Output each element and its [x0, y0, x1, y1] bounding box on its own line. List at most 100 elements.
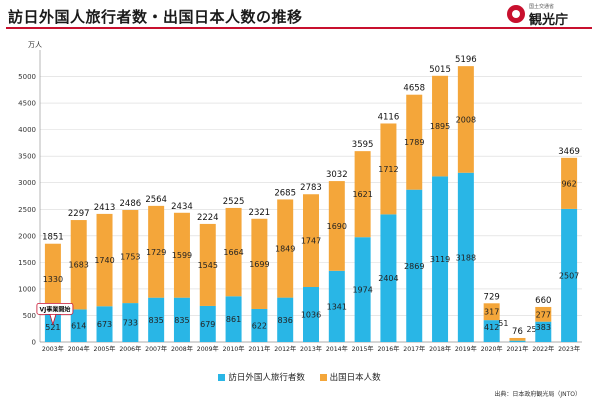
bar-outbound — [380, 123, 397, 215]
bar-outbound — [535, 306, 552, 322]
x-tick-label: 2005年 — [94, 345, 116, 353]
logo-agency-text: 観光庁 — [529, 13, 569, 28]
bar-outbound — [96, 213, 113, 307]
x-tick-label: 2009年 — [197, 345, 219, 353]
outbound-value-label: 1740 — [94, 256, 114, 265]
inbound-value-label: 3119 — [430, 255, 450, 264]
bar-inbound — [561, 208, 578, 342]
x-tick-label: 2016年 — [377, 345, 399, 353]
y-tick-label: 2000 — [18, 232, 36, 240]
outbound-value-label: 1699 — [249, 260, 269, 269]
outbound-value-label: 1849 — [275, 245, 295, 254]
total-label: 2685 — [274, 188, 296, 198]
inbound-value-label: 412 — [484, 323, 499, 332]
inbound-value-label: 383 — [536, 323, 551, 332]
y-tick-label: 4000 — [18, 126, 36, 134]
x-tick-label: 2018年 — [429, 345, 451, 353]
outbound-value-label: 1712 — [378, 165, 398, 174]
total-label: 2486 — [120, 199, 142, 209]
y-tick-label: 4500 — [18, 100, 36, 108]
y-tick-label: 0 — [32, 339, 36, 347]
total-label: 5015 — [429, 65, 451, 75]
outbound-value-label: 277 — [536, 310, 551, 319]
total-label: 2413 — [94, 203, 116, 213]
annotation-text: VJ事業開始 — [39, 305, 70, 313]
total-label: 3595 — [352, 140, 374, 150]
bar-outbound — [457, 66, 474, 173]
bar-inbound — [432, 176, 449, 342]
emblem-icon — [507, 5, 525, 23]
x-tick-label: 2017年 — [403, 345, 425, 353]
outbound-value-label: 317 — [484, 308, 499, 317]
bar-outbound — [225, 207, 242, 297]
outbound-value-label: 1621 — [352, 190, 372, 199]
inbound-value-label: 679 — [200, 320, 215, 329]
bar-inbound — [70, 309, 87, 342]
outbound-value-label: 1545 — [198, 261, 218, 270]
bar-outbound — [303, 194, 319, 287]
bar-inbound — [509, 340, 526, 342]
bar-outbound — [277, 199, 294, 298]
bar-inbound — [303, 286, 319, 342]
total-label: 2525 — [223, 197, 245, 207]
outbound-value-label: 1690 — [327, 222, 347, 231]
inbound-value-label: 521 — [45, 323, 60, 332]
legend-swatch-inbound — [218, 374, 226, 381]
inbound-value-label: 673 — [97, 320, 112, 329]
inbound-value-label: 835 — [174, 316, 189, 325]
bar-inbound — [251, 308, 268, 342]
inbound-value-label: 1036 — [301, 310, 321, 319]
bar-outbound — [70, 220, 87, 310]
outbound-value-label: 2008 — [456, 115, 476, 124]
x-tick-label: 2020年 — [481, 345, 503, 353]
x-tick-label: 2004年 — [68, 345, 90, 353]
x-tick-label: 2010年 — [223, 345, 245, 353]
x-tick-label: 2006年 — [119, 345, 141, 353]
total-label: 76 — [512, 327, 523, 337]
bar-outbound — [406, 94, 423, 190]
bar-inbound — [148, 297, 165, 342]
y-tick-label: 2500 — [18, 206, 36, 214]
outbound-value-label: 51 — [498, 319, 508, 328]
outbound-value-label: 1664 — [223, 248, 243, 257]
bar-outbound — [251, 218, 268, 309]
total-label: 4658 — [403, 84, 425, 94]
bar-outbound — [44, 243, 61, 315]
inbound-value-label: 3188 — [456, 253, 476, 262]
bar-outbound — [483, 303, 500, 321]
inbound-value-label: 835 — [149, 316, 164, 325]
inbound-value-label: 25 — [526, 325, 536, 334]
outbound-value-label: 1747 — [301, 237, 321, 246]
bar-outbound — [148, 205, 165, 298]
y-tick-label: 500 — [23, 312, 36, 320]
bar-inbound — [173, 297, 190, 342]
logo-ministry-text: 国土交通省 — [529, 4, 555, 10]
bar-inbound — [483, 320, 500, 342]
bar-inbound — [122, 303, 139, 342]
source-note: 出典：日本政府観光局（JNTO） — [494, 391, 581, 398]
total-label: 3032 — [326, 170, 348, 180]
bar-inbound — [354, 237, 371, 342]
x-tick-label: 2011年 — [248, 345, 270, 353]
inbound-value-label: 1974 — [352, 286, 372, 295]
x-tick-label: 2008年 — [171, 345, 193, 353]
outbound-value-label: 1753 — [120, 253, 140, 262]
inbound-value-label: 2507 — [559, 271, 579, 280]
inbound-value-label: 733 — [123, 319, 138, 328]
total-label: 729 — [484, 292, 500, 302]
inbound-value-label: 614 — [71, 322, 86, 331]
legend-item-inbound: 訪日外国人旅行者数 — [218, 371, 305, 383]
x-tick-label: 2023年 — [558, 345, 580, 353]
y-tick-label: 3000 — [18, 179, 36, 187]
page-title: 訪日外国人旅行者数・出国日本人数の推移 — [8, 8, 303, 26]
bar-inbound — [406, 189, 423, 342]
bar-inbound — [328, 270, 345, 342]
x-tick-label: 2015年 — [352, 345, 374, 353]
total-label: 2564 — [145, 195, 167, 205]
bar-outbound — [328, 181, 345, 271]
outbound-value-label: 1729 — [146, 248, 166, 257]
total-label: 2321 — [249, 208, 271, 218]
chart-legend: 訪日外国人旅行者数 出国日本人数 — [0, 371, 599, 383]
total-label: 5196 — [455, 55, 477, 65]
